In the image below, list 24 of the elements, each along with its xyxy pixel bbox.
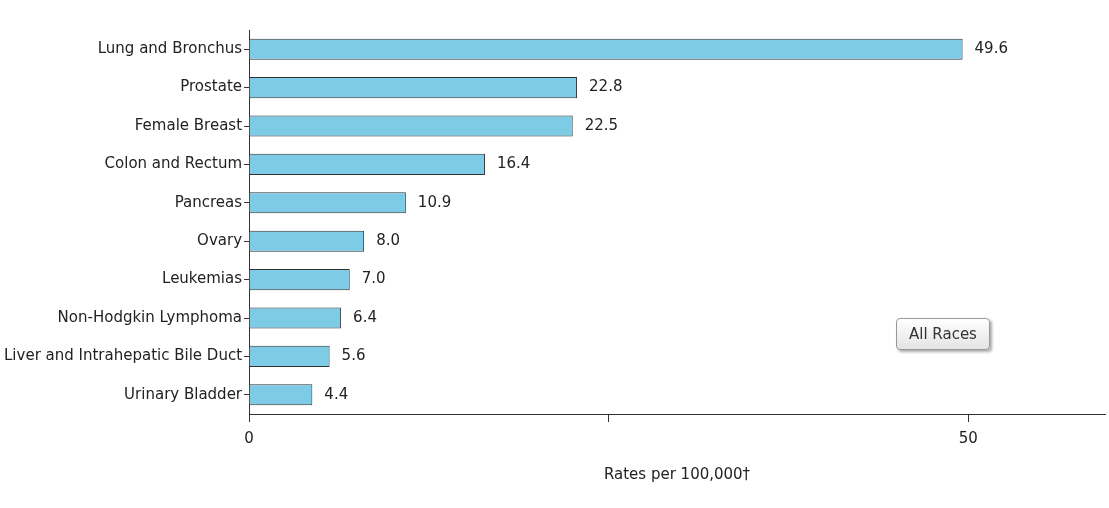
data-label: 5.6	[341, 346, 366, 365]
data-label: 22.5	[584, 115, 619, 134]
y-tick-label: Non-Hodgkin Lymphoma	[57, 307, 243, 326]
y-tick-label: Leukemias	[162, 269, 243, 288]
data-label: 6.4	[353, 307, 377, 326]
data-label: 16.4	[496, 154, 531, 173]
y-tick-label: Prostate	[180, 77, 243, 96]
y-tick-label: Colon and Rectum	[104, 154, 243, 173]
data-label: 4.4	[324, 384, 349, 403]
annotation: All Races	[896, 318, 990, 350]
y-tick-label: Liver and Intrahepatic Bile Duct	[4, 346, 243, 365]
data-label: 8.0	[376, 231, 400, 250]
y-tick-label: Female Breast	[134, 115, 243, 134]
x-axis-title: Rates per 100,000†	[603, 464, 751, 483]
y-tick-label: Ovary	[197, 231, 243, 250]
data-label: 22.8	[589, 77, 623, 96]
data-label: 49.6	[974, 39, 1008, 58]
data-label: 10.9	[417, 192, 452, 211]
data-label: 7.0	[361, 269, 386, 288]
y-tick-label: Lung and Bronchus	[97, 39, 243, 58]
x-tick-label: 50	[958, 428, 978, 447]
x-tick-label: 0	[244, 428, 254, 447]
y-tick-label: Urinary Bladder	[124, 384, 243, 403]
y-tick-label: Pancreas	[174, 192, 243, 211]
